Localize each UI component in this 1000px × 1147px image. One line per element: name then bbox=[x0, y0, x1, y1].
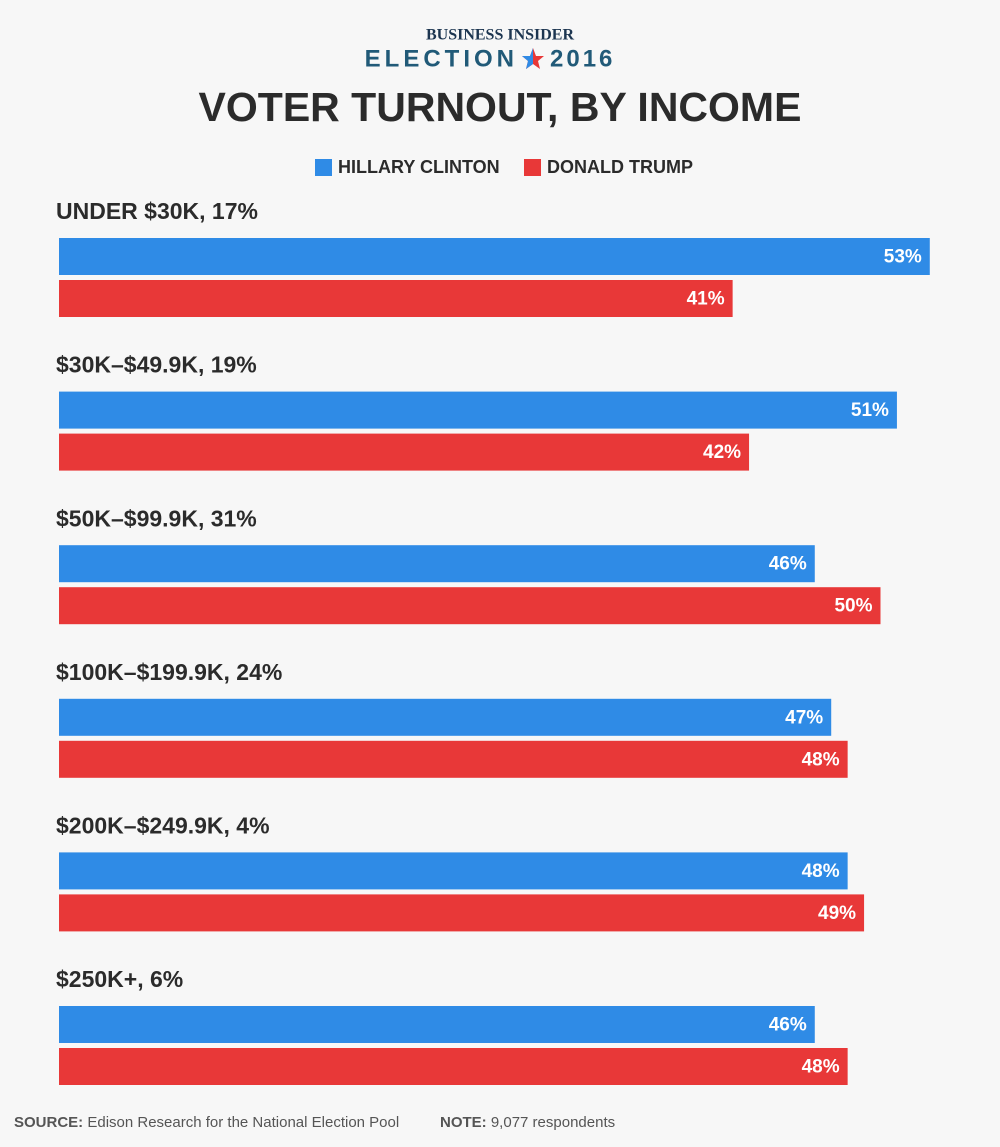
note: 9,077 respondents bbox=[491, 1114, 615, 1131]
source-label: SOURCE: bbox=[14, 1114, 83, 1131]
value-label: 42% bbox=[703, 442, 741, 463]
footer-note: NOTE: 9,077 respondents bbox=[440, 1114, 615, 1131]
category-label: $100K–$199.9K, 24% bbox=[56, 659, 282, 685]
value-label: 53% bbox=[884, 247, 922, 268]
election-word: ELECTION bbox=[365, 45, 518, 72]
category-label: $250K+, 6% bbox=[56, 966, 183, 992]
star-half bbox=[522, 48, 533, 69]
footer-source: SOURCE: Edison Research for the National… bbox=[14, 1114, 399, 1131]
category-label: UNDER $30K, 17% bbox=[56, 198, 258, 224]
bar bbox=[59, 433, 750, 471]
bar bbox=[59, 545, 815, 583]
legend-label: DONALD TRUMP bbox=[547, 157, 693, 177]
value-label: 51% bbox=[851, 400, 889, 421]
value-label: 48% bbox=[802, 1057, 840, 1078]
value-label: 48% bbox=[802, 861, 840, 882]
category-label: $50K–$99.9K, 31% bbox=[56, 505, 257, 531]
bar bbox=[59, 894, 865, 932]
value-label: 46% bbox=[769, 1015, 807, 1036]
bar bbox=[59, 587, 881, 625]
value-label: 41% bbox=[687, 289, 725, 310]
bar bbox=[59, 238, 930, 275]
legend-label: HILLARY CLINTON bbox=[338, 157, 500, 177]
note-label: NOTE: bbox=[440, 1114, 487, 1131]
value-label: 46% bbox=[769, 554, 807, 575]
legend-swatch bbox=[524, 159, 541, 176]
bar bbox=[59, 698, 832, 736]
bar bbox=[59, 280, 733, 317]
chart-title: VOTER TURNOUT, BY INCOME bbox=[199, 84, 802, 130]
bar bbox=[59, 740, 848, 778]
value-label: 48% bbox=[802, 749, 840, 770]
category-label: $200K–$249.9K, 4% bbox=[56, 812, 270, 838]
brand: BUSINESS INSIDER bbox=[426, 27, 575, 44]
legend-swatch bbox=[315, 159, 332, 176]
election-year: 2016 bbox=[550, 45, 615, 72]
value-label: 47% bbox=[785, 707, 823, 728]
bar bbox=[59, 1048, 848, 1085]
source: Edison Research for the National Electio… bbox=[87, 1114, 399, 1131]
value-label: 49% bbox=[818, 903, 856, 924]
value-label: 50% bbox=[834, 596, 872, 617]
bar bbox=[59, 391, 897, 429]
bar bbox=[59, 1006, 815, 1043]
category-label: $30K–$49.9K, 19% bbox=[56, 352, 257, 378]
bar bbox=[59, 852, 848, 890]
